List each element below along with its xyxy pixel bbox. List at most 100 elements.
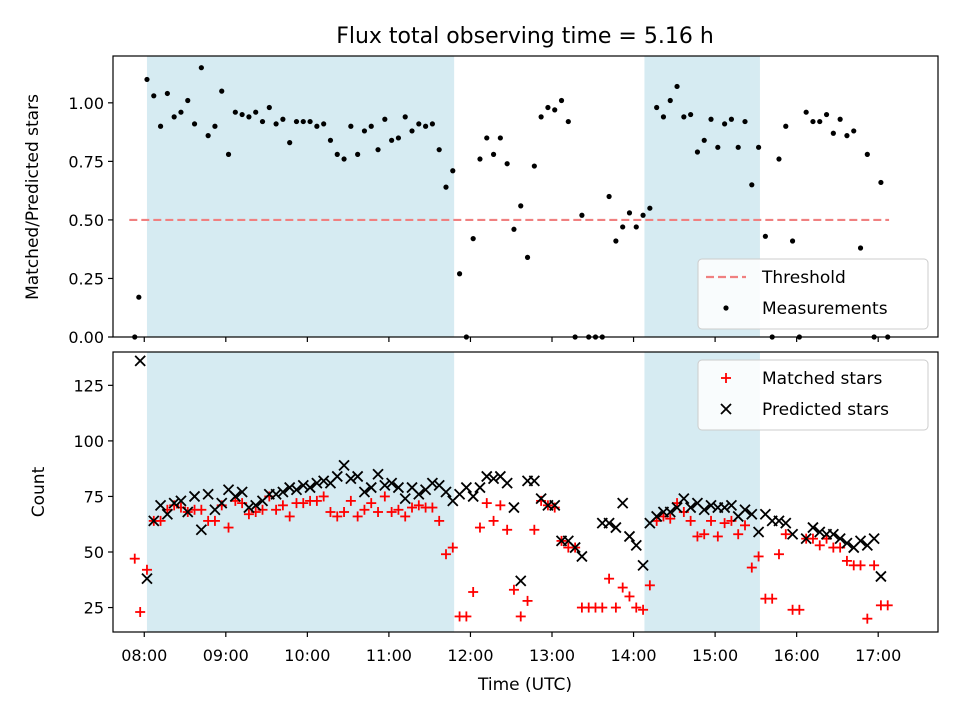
x-tick-label: 11:00	[366, 646, 412, 665]
predicted-stars-point	[651, 510, 663, 523]
measurements-point	[837, 116, 843, 122]
measurements-point	[660, 114, 667, 120]
measurements-point	[647, 205, 653, 211]
measurements-point	[742, 118, 748, 125]
matched-stars-point	[379, 491, 390, 502]
measurements-point	[878, 179, 884, 186]
measurements-point	[674, 83, 680, 90]
measurements-point	[334, 151, 340, 157]
measurements-point	[504, 161, 510, 167]
measurements-point	[735, 144, 741, 150]
matched-stars-point	[746, 562, 757, 573]
top-y-axis-label: Matched/Predicted stars	[23, 94, 43, 300]
x-tick-label: 09:00	[203, 646, 249, 665]
matched-stars-point	[862, 613, 873, 624]
measurements-point	[810, 118, 816, 125]
matched-stars-point	[447, 542, 458, 553]
matched-stars-point	[474, 522, 485, 533]
measurements-point	[429, 121, 435, 127]
bottom-y-tick-label: 125	[73, 376, 104, 395]
measurements-point	[389, 137, 395, 143]
predicted-stars-point	[664, 506, 676, 518]
measurements-point	[688, 111, 694, 118]
measurements-point	[552, 107, 558, 113]
matched-stars-point	[129, 553, 140, 564]
measurements-point	[402, 114, 408, 120]
matched-stars-point	[685, 515, 696, 526]
matched-stars-point	[298, 498, 309, 509]
matched-stars-point	[277, 500, 288, 511]
measurements-point	[198, 65, 204, 71]
measurements-point	[151, 93, 157, 99]
measurements-point	[565, 118, 571, 125]
predicted-stars-point	[168, 497, 180, 509]
measurements-point	[300, 118, 306, 125]
predicted-stars-point	[576, 550, 588, 563]
measurements-point	[613, 238, 619, 244]
bottom-panel: 25 50 75 100 125 08:00 09:00 10:00 11:00 12:00 13:…	[73, 351, 939, 665]
matched-stars-point	[407, 502, 418, 513]
measurements-point	[701, 137, 707, 143]
predicted-stars-point	[487, 473, 500, 485]
legend-swatch-matched-stars	[721, 373, 731, 383]
measurements-point	[144, 76, 150, 83]
matched-stars-point	[855, 560, 866, 571]
measurements-point	[851, 128, 857, 134]
predicted-stars-point	[569, 541, 581, 554]
predicted-stars-point	[358, 486, 371, 498]
predicted-stars-point	[814, 526, 826, 538]
matched-stars-point	[440, 549, 451, 560]
matched-stars-point	[413, 500, 424, 511]
top-panel: 0.00 0.25 0.50 0.75 1.00 Threshold Measurement…	[68, 55, 939, 347]
measurements-point	[456, 271, 463, 277]
measurements-point	[803, 109, 809, 115]
matched-stars-point	[359, 504, 370, 515]
matched-stars-point	[780, 529, 791, 540]
measurements-point	[287, 140, 293, 146]
matched-stars-point	[597, 602, 608, 613]
measurements-point	[327, 137, 334, 143]
measurements-point	[436, 147, 442, 153]
predicted-stars-point	[290, 484, 303, 496]
bottom-y-tick-label: 50	[84, 543, 104, 562]
matched-stars-point	[284, 511, 295, 522]
matched-stars-point	[223, 522, 234, 533]
top-y-tick-label: 0.50	[68, 211, 104, 230]
predicted-stars-point	[385, 477, 398, 489]
matched-stars-point	[271, 504, 282, 515]
predicted-stars-point	[786, 528, 799, 540]
measurements-point	[253, 109, 259, 115]
measurements-point	[375, 147, 381, 153]
predicted-stars-point	[773, 515, 785, 527]
predicted-stars-point	[549, 499, 561, 511]
predicted-stars-point	[630, 539, 642, 551]
measurements-point	[558, 97, 565, 104]
matched-stars-point	[209, 515, 220, 526]
matched-stars-point	[461, 611, 472, 622]
predicted-stars-point	[134, 355, 146, 367]
predicted-stars-point	[195, 524, 207, 536]
predicted-stars-point	[780, 517, 792, 529]
matched-stars-point	[610, 602, 621, 613]
predicted-stars-point	[705, 499, 717, 511]
matched-stars-point	[352, 511, 363, 522]
measurements-point	[307, 118, 313, 125]
matched-stars-point	[400, 511, 411, 522]
matched-stars-point	[740, 520, 751, 531]
predicted-stars-point	[752, 526, 765, 538]
matched-stars-point	[699, 529, 710, 540]
measurements-point	[416, 121, 422, 127]
matched-stars-point	[706, 515, 717, 526]
measurements-point	[293, 118, 300, 125]
predicted-stars-point	[467, 490, 479, 503]
predicted-stars-point	[216, 497, 228, 509]
predicted-stars-point	[834, 533, 846, 545]
predicted-stars-point	[277, 486, 289, 498]
top-shaded-interval-1	[146, 56, 455, 337]
measurements-point	[225, 151, 232, 157]
measurements-point	[239, 111, 245, 118]
measurements-point	[232, 109, 238, 115]
predicted-stars-point	[474, 481, 486, 494]
predicted-stars-point	[338, 459, 350, 471]
